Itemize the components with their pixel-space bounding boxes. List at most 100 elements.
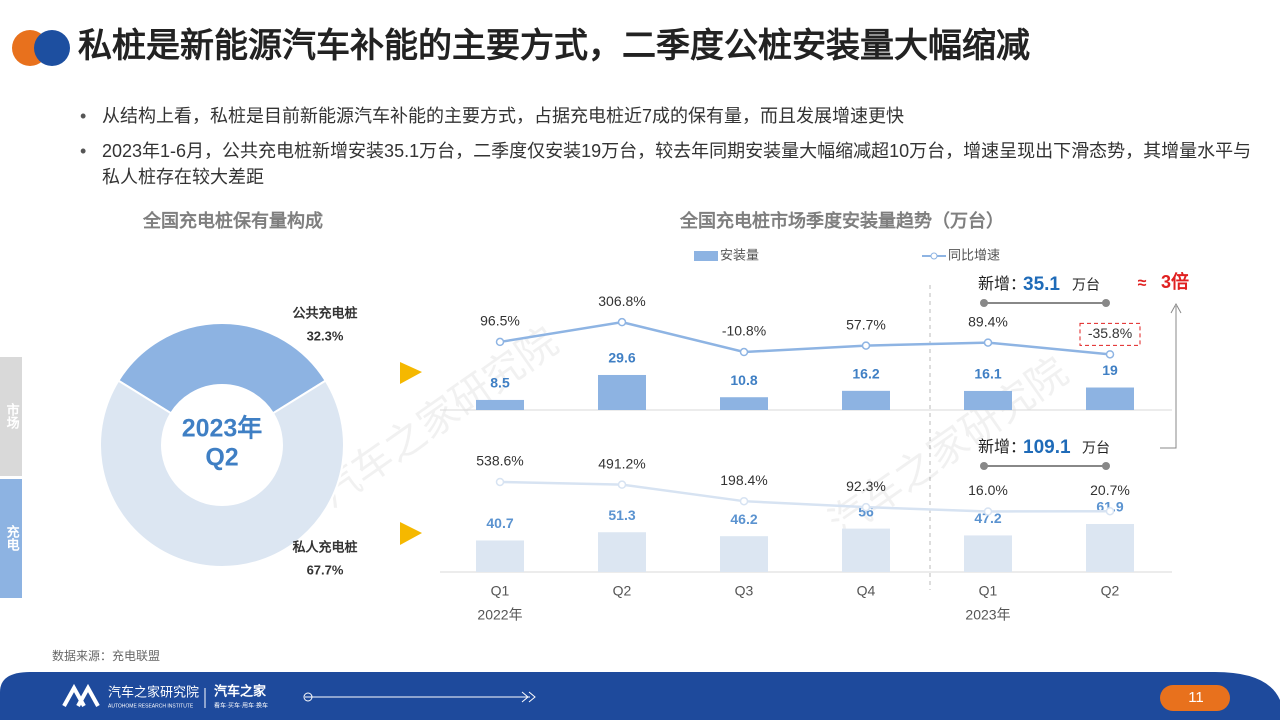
line-point: [1105, 350, 1115, 359]
footer-arrow-head: [521, 691, 536, 703]
x-tick-label: Q2: [613, 583, 632, 599]
chart-title: 全国充电桩市场季度安装量趋势（万台）: [679, 210, 1004, 231]
bar-label: 16.1: [974, 366, 1001, 382]
x-tick-label: Q1: [491, 583, 510, 599]
brand-en: AUTOHOME RESEARCH INSTITUTE: [108, 703, 194, 709]
annotation-unit: 万台: [1072, 277, 1100, 293]
slogan: 看车·买车·用车·换车: [214, 702, 268, 710]
x-tick-label: Q3: [735, 583, 754, 599]
logo: [62, 683, 100, 707]
bar: [1086, 524, 1134, 572]
compare-symbol: ≈: [1138, 275, 1147, 292]
bar: [964, 535, 1012, 572]
bar: [598, 532, 646, 572]
bar-label: 19: [1102, 362, 1118, 378]
slice-value: 67.7%: [307, 562, 344, 577]
page-pill: [1160, 685, 1230, 711]
donut-slice: [99, 379, 345, 568]
line-label: 306.8%: [598, 293, 645, 309]
highlight-box: [1079, 322, 1141, 346]
x-tick-label: Q1: [979, 583, 998, 599]
line-point: [617, 480, 627, 489]
bar-label: 46.2: [730, 511, 757, 527]
annotation-dot: [980, 299, 988, 307]
side-tab: [0, 479, 22, 598]
line-label: -35.8%: [1088, 325, 1132, 341]
bar: [842, 390, 890, 410]
annotation-unit: 万台: [1082, 440, 1110, 456]
footer-arrow-dot: [303, 692, 313, 702]
compare-arrow-head: [1170, 302, 1182, 314]
slice-name: 公共充电桩: [292, 305, 357, 320]
side-tab: [0, 357, 22, 476]
line-point: [495, 337, 505, 347]
line-point: [1105, 506, 1115, 516]
bar: [598, 374, 646, 410]
line-label: 16.0%: [968, 482, 1008, 498]
line-point: [739, 347, 749, 357]
brand: 汽车之家研究院: [108, 684, 199, 699]
source: 数据来源：充电联盟: [52, 648, 160, 663]
line-label: 491.2%: [598, 455, 645, 471]
bar-label: 40.7: [486, 515, 513, 531]
line-label: 57.7%: [846, 316, 886, 332]
line-point: [983, 338, 993, 347]
annotation-dot: [1102, 462, 1110, 470]
line-point: [495, 477, 505, 487]
line-label: 538.6%: [476, 453, 523, 469]
chart-title: 全国充电桩保有量构成: [142, 210, 323, 231]
line: [499, 480, 1111, 513]
line-point: [861, 341, 871, 350]
bar: [842, 528, 890, 572]
title: 私桩是新能源汽车补能的主要方式，二季度公桩安装量大幅缩减: [78, 27, 1030, 65]
annotation-dot: [980, 462, 988, 470]
group-label: 2022年: [477, 607, 522, 623]
line: [499, 320, 1111, 356]
slice-value: 32.3%: [307, 328, 344, 343]
legend-label: 安装量: [720, 247, 759, 262]
side-label: 充电: [5, 524, 20, 552]
line-label: 96.5%: [480, 313, 520, 329]
line-point: [617, 317, 627, 327]
slice-name: 私人充电桩: [292, 539, 357, 554]
brand2: 汽车之家: [214, 683, 267, 698]
line-label: 89.4%: [968, 313, 1008, 329]
bar: [476, 399, 524, 410]
x-tick-label: Q4: [857, 583, 876, 599]
legend-dot: [930, 252, 938, 260]
bar-label: 29.6: [608, 350, 635, 366]
line-label: -10.8%: [722, 323, 766, 339]
bar: [720, 397, 768, 410]
line-label: 198.4%: [720, 472, 767, 488]
legend-label: 同比增速: [948, 247, 1000, 262]
center-label: 2023年: [182, 414, 263, 443]
annotation-prefix: 新增：: [978, 438, 1026, 456]
donut-slice: [117, 322, 327, 415]
annotation-value: 35.1: [1023, 274, 1060, 295]
annotation-prefix: 新增：: [978, 275, 1026, 293]
center-label: Q2: [205, 444, 238, 472]
group-label: 2023年: [965, 607, 1010, 623]
annotation-value: 109.1: [1023, 437, 1071, 458]
line-point: [861, 502, 871, 512]
bar: [720, 536, 768, 572]
annotation-dot: [1102, 299, 1110, 307]
line-point: [983, 507, 993, 516]
bar-label: 47.2: [974, 510, 1001, 526]
bullet: 2023年1-6月，公共充电桩新增安装35.1万台，二季度仅安装19万台，较去年…: [80, 138, 1262, 190]
bar-label: 16.2: [852, 366, 879, 382]
line-label: 92.3%: [846, 478, 886, 494]
pointer: [400, 362, 422, 384]
compare-arrow: [1160, 306, 1177, 449]
bar: [1086, 387, 1134, 410]
line-label: 20.7%: [1090, 482, 1130, 498]
side-label: 市场: [5, 402, 20, 430]
pointer: [400, 522, 422, 545]
page-number: 11: [1188, 689, 1204, 706]
bar-label: 51.3: [608, 507, 635, 523]
line-point: [739, 496, 749, 506]
footer-band: [0, 672, 1280, 720]
bullet: 从结构上看，私桩是目前新能源汽车补能的主要方式，占据充电桩近7成的保有量，而且发…: [80, 103, 1262, 129]
bar: [964, 390, 1012, 410]
x-tick-label: Q2: [1101, 583, 1120, 599]
